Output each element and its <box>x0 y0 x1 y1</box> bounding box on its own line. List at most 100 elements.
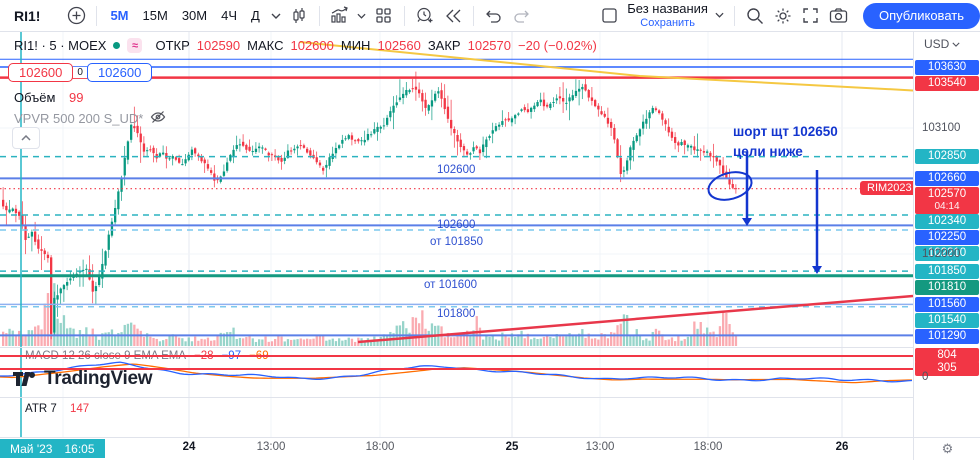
undo-icon[interactable] <box>480 4 508 28</box>
bar-replay-icon[interactable] <box>439 4 467 28</box>
price-badge: 102570 04:14 <box>915 186 979 214</box>
time-axis[interactable]: Май '23 16:05 ⚙ 24 13:00 18:00 25 13:00 18:00 2… <box>0 437 980 460</box>
layout-chevron-down-icon[interactable] <box>712 3 728 27</box>
chevron-down-icon[interactable] <box>267 4 285 28</box>
volume-indicator-row[interactable]: Объём 99 <box>14 90 84 105</box>
price-badge: 102660 <box>915 170 979 187</box>
market-status-icon <box>113 42 121 49</box>
layout-title[interactable]: Без названия <box>627 1 708 17</box>
short-note-drawing: шорт щт 102650 цели ниже <box>733 124 838 159</box>
macd-level-badge: 305 <box>915 361 979 377</box>
pane-separator[interactable] <box>0 397 913 398</box>
price-tick: 102000 <box>922 248 961 260</box>
macd-level-badge: 804 <box>915 348 979 364</box>
timeframe-30m[interactable]: 30M <box>181 8 208 23</box>
timezone-settings-button[interactable]: ⚙ <box>913 438 980 460</box>
chevron-up-icon <box>21 135 31 141</box>
time-tick: 24 <box>182 441 196 453</box>
time-tick: 18:00 <box>365 441 395 453</box>
tradingview-logo: TradingView <box>12 367 153 391</box>
level-line-label: 102600 <box>437 219 476 231</box>
price-badge: 101560 <box>915 296 979 313</box>
time-tick: 25 <box>505 441 519 453</box>
ohlc-low-label: МИН <box>340 38 371 53</box>
price-badge: 102210 <box>915 245 979 262</box>
time-marker-label: Май '23 16:05 <box>0 439 105 458</box>
timeframe-4h[interactable]: 4Ч <box>221 8 238 23</box>
price-badge: 102340 <box>915 213 979 230</box>
tradingview-logo-icon <box>13 372 35 386</box>
symbol-legend: RI1! · 5 · MOEX ≈ ОТКР 102590 МАКС 10260… <box>14 38 597 53</box>
alert-add-icon[interactable] <box>411 4 439 28</box>
legend-collapse-button[interactable] <box>12 127 40 149</box>
buy-sell-widget: 102600 0 102600 <box>8 63 153 82</box>
timeframe-1d[interactable]: Д <box>251 8 260 23</box>
price-badge: 101540 <box>915 312 979 329</box>
time-tick: 13:00 <box>585 441 615 453</box>
legend-symbol-title[interactable]: RI1! · 5 · MOEX <box>14 38 107 53</box>
buy-button[interactable]: 102600 <box>86 63 153 82</box>
symbol-button[interactable]: RI1! <box>14 7 41 24</box>
compare-add-icon[interactable] <box>62 4 90 28</box>
indicators-chevron-down-icon[interactable] <box>354 4 370 28</box>
macd-zero-tick: 0 <box>922 371 929 383</box>
chevron-down-icon <box>952 42 960 47</box>
vpvr-indicator-row[interactable]: VPVR 500 200 S_UD* <box>14 110 166 127</box>
price-badge: 103630 <box>915 59 979 75</box>
time-tick: 18:00 <box>693 441 723 453</box>
level-line-label: от 101850 <box>430 236 483 248</box>
ohlc-high-label: МАКС <box>247 38 284 53</box>
price-badge: 101810 <box>915 279 979 295</box>
approx-data-icon: ≈ <box>127 38 143 53</box>
atr-indicator-row[interactable]: ATR 7 147 <box>25 403 89 415</box>
change-value: −20 (−0.02%) <box>518 38 597 53</box>
divider <box>472 5 474 26</box>
divider <box>96 5 98 26</box>
macd-level-line <box>0 368 913 370</box>
divider <box>403 5 405 26</box>
price-badge: 101290 <box>915 328 979 345</box>
volume-label: Объём <box>14 90 56 105</box>
sell-button[interactable]: 102600 <box>8 63 74 82</box>
rim2023-price-label: RIM2023 <box>860 180 919 195</box>
price-badge: 102850 <box>915 149 979 165</box>
redo-icon[interactable] <box>508 4 536 28</box>
macd-level-line <box>0 355 913 357</box>
divider <box>318 5 320 26</box>
snapshot-camera-icon[interactable] <box>825 4 853 28</box>
price-scale[interactable]: USD 103630 103540 102850 102660 102570 04:14 1… <box>913 31 980 437</box>
ohlc-close-value: 102570 <box>467 38 511 53</box>
fullscreen-icon[interactable] <box>797 4 825 28</box>
spread-value: 0 <box>73 67 87 78</box>
save-layout-link[interactable]: Сохранить <box>640 16 695 29</box>
chart-style-candles-icon[interactable] <box>285 4 313 28</box>
divider <box>733 5 735 26</box>
settings-gear-icon[interactable] <box>769 4 797 28</box>
publish-button[interactable]: Опубликовать <box>862 2 980 29</box>
price-badge: 103540 <box>915 75 979 91</box>
timeframe-15m[interactable]: 15M <box>142 8 168 23</box>
price-badge: 102250 <box>915 229 979 246</box>
search-icon[interactable] <box>741 4 769 28</box>
layout-title-menu[interactable]: Без названия Сохранить <box>595 1 728 29</box>
top-toolbar: RI1! 5M 15M 30M 4Ч Д <box>0 0 980 32</box>
layout-grid-icon[interactable] <box>370 4 398 28</box>
eye-off-icon[interactable] <box>150 110 166 127</box>
volume-value: 99 <box>69 90 84 105</box>
vpvr-label: VPVR 500 200 S_UD* <box>14 111 144 126</box>
atr-value: 147 <box>69 403 90 415</box>
price-tick: 103100 <box>922 122 961 134</box>
time-tick: 13:00 <box>256 441 286 453</box>
indicators-icon[interactable] <box>326 4 354 28</box>
currency-selector[interactable]: USD <box>924 37 960 51</box>
level-line-label: от 101600 <box>424 279 477 291</box>
atr-title: ATR 7 <box>25 403 57 415</box>
time-tick: 26 <box>835 441 849 453</box>
ohlc-open-label: ОТКР <box>155 38 190 53</box>
ohlc-high-value: 102600 <box>290 38 334 53</box>
ohlc-low-value: 102560 <box>377 38 421 53</box>
pane-separator[interactable] <box>0 347 913 348</box>
level-line-label: 102600 <box>437 164 476 176</box>
timeframe-5m[interactable]: 5M <box>110 8 129 23</box>
